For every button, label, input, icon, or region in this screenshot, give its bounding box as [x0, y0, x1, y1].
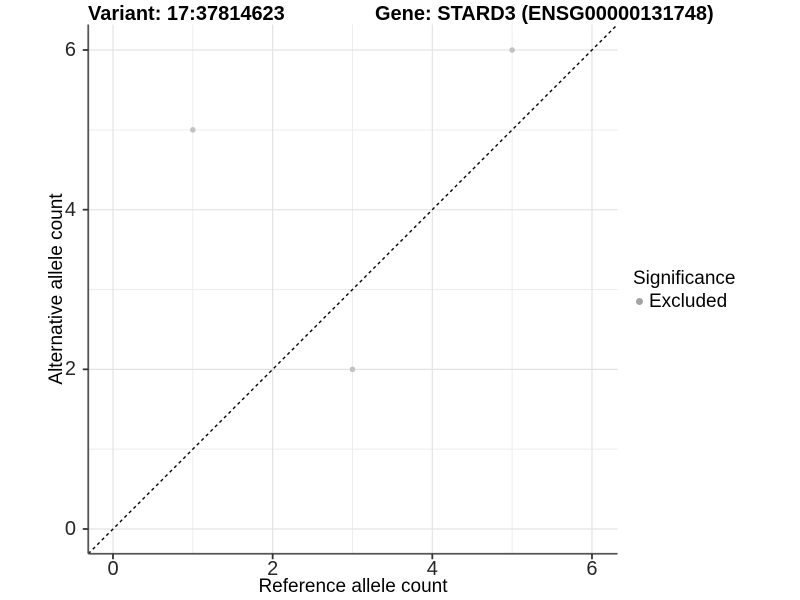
identity-line [87, 23, 619, 555]
y-tick-label: 2 [64, 358, 76, 381]
legend-entry-excluded: Excluded [633, 291, 735, 312]
x-tick-label: 0 [107, 557, 119, 580]
data-point [190, 127, 196, 133]
x-tick-label: 6 [586, 557, 598, 580]
data-point [509, 47, 515, 53]
y-tick-label: 4 [64, 198, 76, 221]
y-tick-label: 0 [64, 518, 76, 540]
x-tick-label: 2 [267, 557, 279, 580]
gene-title: Gene: STARD3 (ENSG00000131748) [375, 3, 714, 25]
y-tick-label: 6 [64, 39, 76, 62]
variant-title: Variant: 17:37814623 [88, 3, 285, 25]
legend-title: Significance [633, 268, 736, 289]
legend: Significance Excluded [633, 268, 735, 312]
x-tick-label: 4 [426, 557, 438, 580]
legend-entry-label: Excluded [649, 291, 728, 312]
data-point [349, 366, 356, 373]
y-axis-title: Alternative allele count [46, 193, 67, 385]
excluded-point-icon [636, 298, 643, 305]
x-axis-title: Reference allele count [258, 576, 448, 597]
